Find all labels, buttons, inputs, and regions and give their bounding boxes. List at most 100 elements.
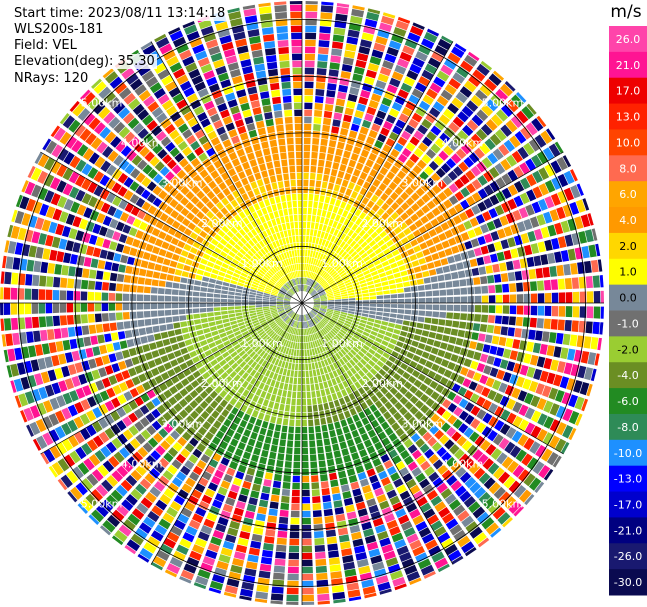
range-gate xyxy=(439,342,448,350)
range-gate xyxy=(579,291,587,303)
range-gate xyxy=(303,144,311,152)
range-gate xyxy=(185,359,194,367)
range-gate xyxy=(356,193,364,202)
range-gate xyxy=(347,93,358,103)
range-gate xyxy=(203,271,211,278)
range-gate xyxy=(428,331,437,339)
range-gate xyxy=(287,573,299,581)
range-gate xyxy=(241,305,249,309)
range-gate xyxy=(342,490,352,500)
range-gate xyxy=(291,496,300,504)
range-gate xyxy=(215,211,224,220)
range-gate xyxy=(83,336,92,347)
range-gate xyxy=(346,166,354,175)
range-gate xyxy=(255,307,263,310)
range-gate xyxy=(4,271,12,285)
range-gate xyxy=(516,221,526,233)
range-gate xyxy=(241,581,255,591)
range-gate xyxy=(142,251,151,261)
range-gate xyxy=(530,243,540,254)
range-gate xyxy=(294,285,298,292)
ray-29 xyxy=(302,1,318,292)
range-gate xyxy=(229,283,237,289)
range-gate xyxy=(213,307,221,312)
range-gate xyxy=(137,277,145,285)
range-gate xyxy=(313,300,321,302)
range-gate xyxy=(259,563,272,572)
range-gate xyxy=(275,167,282,175)
range-gate xyxy=(319,279,325,285)
range-gate xyxy=(533,228,543,241)
range-gate xyxy=(274,380,280,389)
range-gate xyxy=(255,513,266,522)
range-gate xyxy=(97,259,106,270)
range-gate xyxy=(269,299,277,302)
ray-38 xyxy=(168,27,298,293)
range-gate xyxy=(319,382,324,390)
range-gate xyxy=(144,318,152,326)
range-gate xyxy=(317,252,322,260)
range-gate xyxy=(391,333,400,340)
range-gate xyxy=(217,72,230,82)
range-gate xyxy=(239,132,249,141)
range-gate xyxy=(346,582,360,591)
range-gate xyxy=(383,294,391,299)
range-gate xyxy=(169,129,180,140)
range-gate xyxy=(333,399,340,408)
range-gate xyxy=(277,224,283,232)
range-gate xyxy=(307,286,311,293)
range-gate xyxy=(115,243,125,253)
range-gate xyxy=(200,118,211,128)
range-gate xyxy=(228,151,238,161)
range-gate xyxy=(125,72,139,85)
range-gate xyxy=(354,208,362,217)
range-gate xyxy=(246,467,256,476)
range-gate xyxy=(381,260,390,267)
range-gate xyxy=(14,347,23,361)
range-gate xyxy=(320,298,328,301)
range-gate xyxy=(304,285,307,292)
range-gate xyxy=(451,97,464,109)
range-gate xyxy=(403,175,413,185)
range-gate xyxy=(242,225,250,234)
range-gate xyxy=(69,254,79,265)
range-gate xyxy=(375,80,387,90)
range-gate xyxy=(316,287,323,292)
range-gate xyxy=(244,510,255,519)
range-gate xyxy=(497,228,506,239)
range-gate xyxy=(350,214,358,223)
range-gate xyxy=(537,293,545,303)
range-gate xyxy=(302,601,315,605)
range-gate xyxy=(160,136,172,147)
range-gate xyxy=(14,242,24,256)
range-gate xyxy=(551,292,559,303)
range-gate xyxy=(328,219,334,227)
range-gate xyxy=(212,334,221,341)
range-gate xyxy=(335,513,346,522)
range-gate xyxy=(302,545,313,553)
range-gate xyxy=(305,235,310,243)
range-gate xyxy=(270,416,277,424)
range-gate xyxy=(300,321,302,329)
range-gate xyxy=(368,288,376,293)
range-gate xyxy=(263,177,270,185)
range-gate xyxy=(302,235,306,243)
range-gate xyxy=(264,536,275,544)
range-gate xyxy=(557,190,568,204)
range-gate xyxy=(469,258,478,268)
range-gate xyxy=(323,110,333,119)
range-gate xyxy=(447,255,456,264)
range-gate xyxy=(509,283,517,293)
range-gate xyxy=(138,268,147,277)
range-gate xyxy=(325,288,332,293)
range-gate xyxy=(161,265,169,273)
range-gate xyxy=(52,315,61,327)
range-gate xyxy=(289,531,300,539)
range-gate xyxy=(360,149,370,158)
range-gate xyxy=(355,297,363,301)
range-gate xyxy=(323,285,331,290)
range-gate xyxy=(247,174,256,183)
range-gate xyxy=(557,173,569,188)
range-gate xyxy=(101,292,109,301)
range-gate xyxy=(288,552,300,560)
